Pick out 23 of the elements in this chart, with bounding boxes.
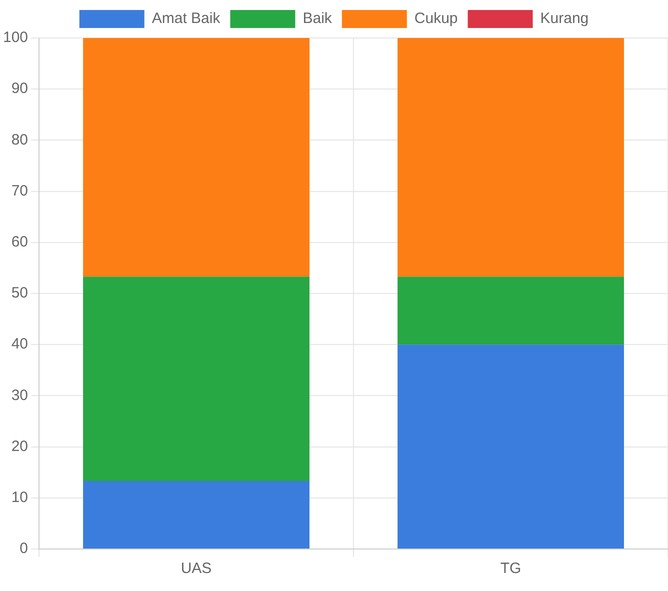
y-tick-label: 0 (20, 540, 28, 558)
y-tick-label: 60 (11, 234, 28, 251)
y-tick-label: 20 (11, 438, 28, 455)
y-tick-label: 80 (11, 131, 28, 148)
bar (83, 481, 310, 548)
y-tick-label: 100 (2, 29, 28, 46)
bar (83, 38, 310, 277)
bar (398, 276, 624, 345)
bar (398, 344, 624, 548)
y-tick-label: 30 (11, 386, 28, 404)
y-tick-label: 70 (11, 182, 28, 200)
bar (398, 38, 624, 277)
y-tick-label: 90 (11, 80, 28, 98)
y-tick-label: 40 (11, 336, 28, 353)
y-tick-label: 50 (11, 284, 28, 302)
legend-label: Amat Baik (152, 10, 221, 28)
x-tick-label: UAS (180, 560, 212, 578)
legend-label: Cukup (414, 10, 458, 28)
bar (83, 276, 310, 482)
legend-label: Baik (302, 10, 332, 28)
x-tick-label: TG (500, 560, 522, 578)
legend-label: Kurang (540, 10, 589, 28)
y-tick-label: 10 (11, 489, 28, 506)
